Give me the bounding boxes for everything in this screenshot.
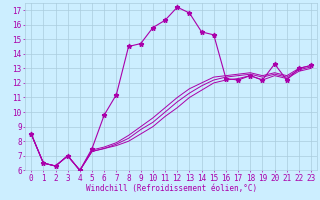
X-axis label: Windchill (Refroidissement éolien,°C): Windchill (Refroidissement éolien,°C) — [85, 184, 257, 193]
